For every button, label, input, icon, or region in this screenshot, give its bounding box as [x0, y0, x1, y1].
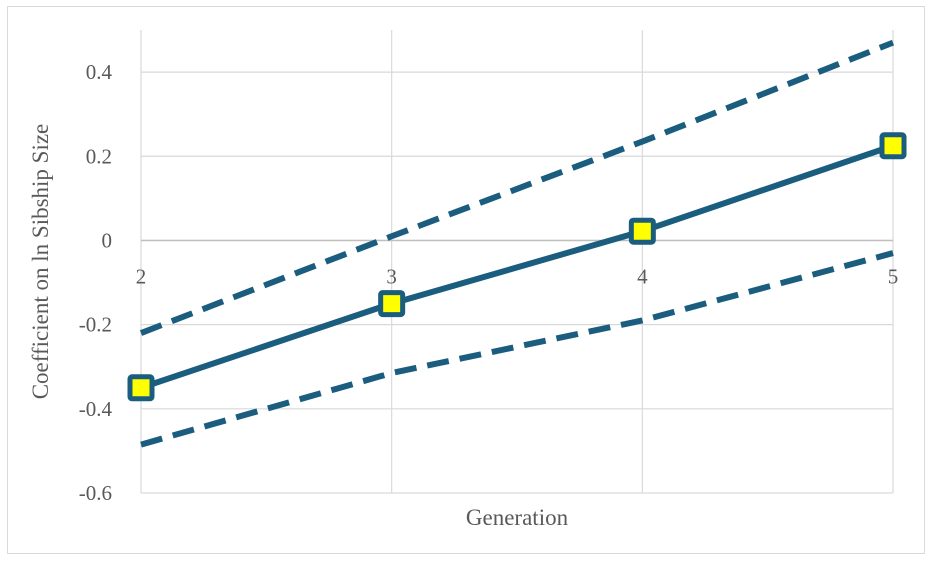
estimate-line	[140, 142, 894, 391]
x-axis-title: Generation	[466, 505, 569, 530]
y-axis-title: Coefficient on ln Sibship Size	[28, 124, 53, 400]
y-tick-label: -0.4	[79, 397, 113, 421]
data-point-marker	[628, 217, 656, 245]
data-point-marker	[879, 132, 907, 160]
x-tick-label: 2	[136, 264, 147, 288]
data-point-marker	[127, 374, 155, 402]
x-tick-label: 4	[637, 264, 648, 288]
confidence-bound-line	[140, 250, 894, 448]
y-tick-label: 0.2	[86, 144, 112, 168]
y-axis-tick-labels: 0.4 0.2 0 -0.2 -0.4 -0.6	[79, 60, 113, 505]
x-tick-label: 5	[888, 264, 899, 288]
gridlines	[140, 30, 894, 494]
data-markers	[127, 132, 907, 402]
x-tick-label: 3	[386, 264, 397, 288]
series-lines	[139, 39, 895, 448]
y-tick-label: 0.4	[86, 60, 113, 84]
y-tick-label: -0.2	[79, 313, 112, 337]
y-tick-label: -0.6	[79, 481, 112, 505]
confidence-bound-line	[139, 39, 895, 336]
y-tick-label: 0	[102, 228, 113, 252]
data-point-marker	[378, 290, 406, 318]
x-axis-tick-labels: 2 3 4 5	[136, 264, 899, 288]
